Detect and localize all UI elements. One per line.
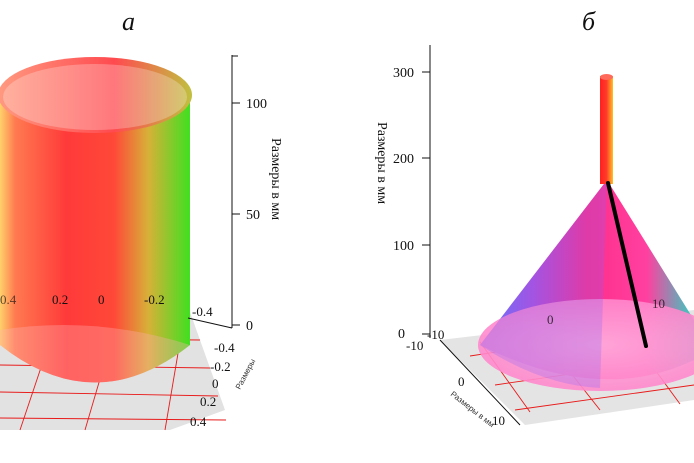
cylinder-body [0,95,190,383]
cone-front-shade [480,180,607,388]
z-axis-a [231,55,240,328]
z-tick-b-3: 300 [393,66,414,81]
panel-label-b: б [582,7,596,36]
cylinder-top-inner [3,64,187,130]
z-tick-a-0: 0 [246,319,253,334]
z-tick-a-1: 50 [246,208,260,223]
cylinder-base [0,325,190,383]
cone-stem-top [600,74,613,80]
z-axis-title-a: Размеры в мм [268,138,283,220]
floor-tick-b-back-2: 10 [652,296,665,311]
floor-axis-title-a: Размеры [234,357,258,391]
cone-stem [600,76,613,184]
floor-tick-a-side-1: -0.2 [210,359,231,374]
panel-label-a: а [122,7,135,36]
floor-tick-a-back-1: 0.2 [52,292,68,307]
floor-tick-a-back-2: 0 [98,292,105,307]
generatrix-line [606,181,648,348]
floor-axis-title-b: Размеры в мм [449,389,496,429]
z-tick-b-1: 100 [393,239,414,254]
floor-tick-a-side-2: 0 [212,376,219,391]
z-tick-b-0: 0 [398,327,405,342]
floor-edge-a [187,317,233,329]
panel-a: 0 50 100 Размеры в мм 0.4 0.2 0 -0.2 -0.… [0,7,283,431]
floor-tick-b-back-0b: -10 [427,327,444,342]
floor-tick-a-back-4: -0.4 [192,304,213,319]
floor-tick-a-side-0: -0.4 [214,340,235,355]
z-tick-b-2: 200 [393,152,414,167]
floor-tick-b-side-2: 10 [492,413,505,428]
floor-tick-a-side-3: 0.2 [200,394,216,409]
floor-tick-a-side-4: 0.4 [190,414,207,429]
floor-edge-b [439,339,521,426]
panel-b: 300 200 100 0 Размеры в мм -10 -10 0 10 … [374,7,694,429]
floor-tick-b-back-0: -10 [406,338,423,353]
cylinder-top [0,57,192,133]
floor-tick-a-back-3: -0.2 [144,292,165,307]
floor-tick-b-back-1: 0 [547,312,554,327]
z-axis-title-b: Размеры в мм [374,122,389,204]
floor-tick-a-back-0: 0.4 [0,292,17,307]
z-tick-a-2: 100 [246,97,267,112]
floor-tick-b-side-1: 0 [458,374,465,389]
z-axis-b [422,45,431,338]
